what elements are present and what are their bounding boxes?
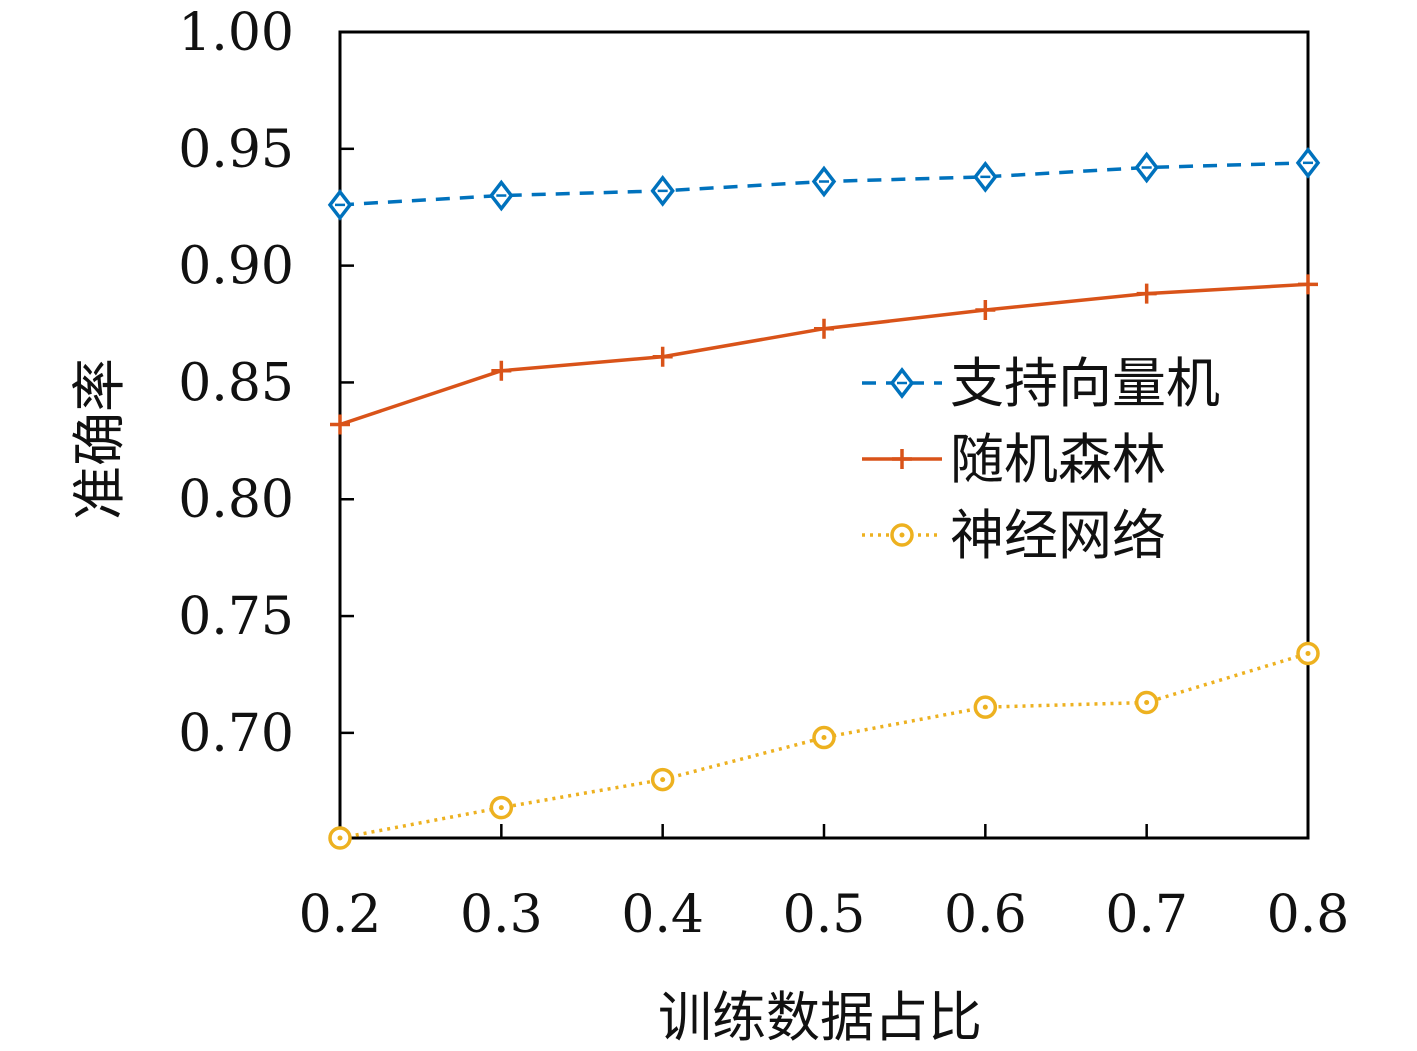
y-tick-label: 0.70 bbox=[178, 704, 294, 764]
x-tick-label: 0.2 bbox=[299, 885, 382, 945]
series-1 bbox=[327, 146, 1321, 221]
data-point-center bbox=[498, 805, 504, 811]
x-axis-title: 训练数据占比 bbox=[658, 986, 982, 1049]
data-point bbox=[975, 300, 996, 321]
data-point-center bbox=[1305, 650, 1311, 656]
series-2 bbox=[330, 274, 1318, 435]
legend-marker bbox=[892, 449, 912, 469]
data-point-center bbox=[1144, 699, 1150, 705]
x-axis: 0.2 0.3 0.4 0.5 0.6 0.7 0.8 bbox=[299, 824, 1350, 945]
data-point bbox=[652, 346, 673, 367]
y-axis-title: 准确率 bbox=[68, 358, 131, 520]
y-tick-label: 0.85 bbox=[178, 353, 294, 413]
x-tick-label: 0.5 bbox=[783, 885, 866, 945]
x-tick-label: 0.6 bbox=[944, 885, 1027, 945]
x-tick-label: 0.7 bbox=[1105, 885, 1188, 945]
data-point bbox=[1298, 274, 1318, 295]
y-axis: 0.70 0.75 0.80 0.85 0.90 0.95 1.00 bbox=[178, 3, 354, 764]
x-tick-label: 0.4 bbox=[621, 885, 704, 945]
legend-label: 支持向量机 bbox=[950, 352, 1220, 415]
data-point-center bbox=[660, 777, 666, 783]
legend-item-3: 神经网络 bbox=[862, 504, 1166, 567]
x-tick-label: 0.8 bbox=[1267, 885, 1350, 945]
data-point bbox=[814, 318, 834, 339]
y-tick-label: 0.95 bbox=[178, 120, 294, 180]
x-tick-label: 0.3 bbox=[460, 885, 543, 945]
data-point-center bbox=[982, 704, 988, 710]
data-point-center bbox=[821, 735, 827, 741]
legend-label: 神经网络 bbox=[950, 504, 1166, 567]
y-tick-label: 0.90 bbox=[178, 237, 294, 297]
series-3 bbox=[328, 641, 1320, 850]
legend-item-2: 随机森林 bbox=[862, 428, 1166, 491]
legend-item-1: 支持向量机 bbox=[862, 352, 1220, 415]
y-tick-label: 0.75 bbox=[178, 587, 294, 647]
y-tick-label: 1.00 bbox=[178, 3, 294, 63]
y-tick-label: 0.80 bbox=[178, 470, 294, 530]
legend-label: 随机森林 bbox=[950, 428, 1166, 491]
data-point bbox=[491, 360, 512, 381]
data-point bbox=[330, 414, 350, 435]
series-layer bbox=[327, 146, 1321, 850]
legend-marker-center bbox=[899, 532, 905, 538]
data-point-center bbox=[337, 835, 343, 841]
data-point bbox=[1136, 283, 1157, 304]
